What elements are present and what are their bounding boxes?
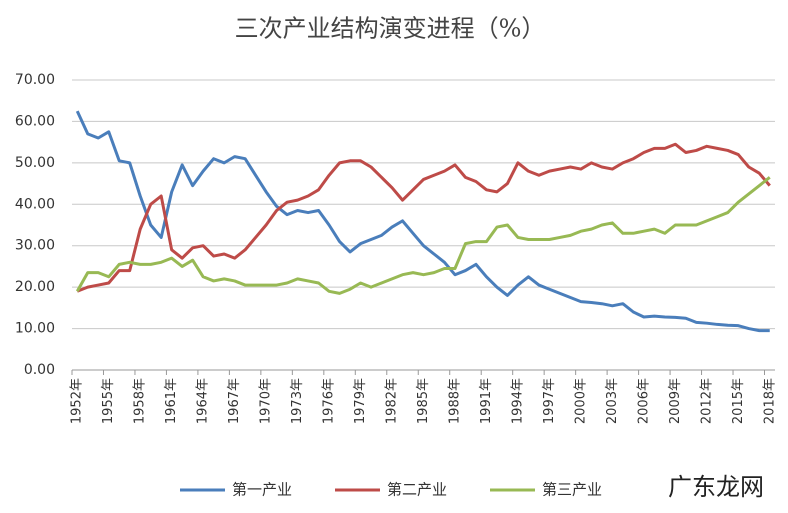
x-tick-label: 2009年 xyxy=(668,378,683,424)
x-tick-label: 1967年 xyxy=(227,378,242,424)
x-tick-label: 1976年 xyxy=(322,378,337,424)
x-tick-label: 1973年 xyxy=(290,378,305,424)
legend-label: 第三产业 xyxy=(542,481,602,499)
x-tick-label: 1952年 xyxy=(70,378,85,424)
x-tick-label: 1982年 xyxy=(385,378,400,424)
x-tick-label: 1955年 xyxy=(101,378,116,424)
series-line xyxy=(76,142,771,293)
y-tick-label: 10.00 xyxy=(15,321,55,337)
x-tick-label: 1964年 xyxy=(196,378,211,424)
y-tick-label: 0.00 xyxy=(24,362,55,378)
x-tick-label: 2015年 xyxy=(731,378,746,424)
y-tick-label: 30.00 xyxy=(15,238,55,254)
x-tick-label: 1988年 xyxy=(447,378,462,424)
y-tick-label: 40.00 xyxy=(15,196,55,212)
x-tick-label: 1994年 xyxy=(510,378,525,424)
watermark: 广东龙网 xyxy=(668,473,764,501)
y-tick-label: 20.00 xyxy=(15,279,55,295)
legend-label: 第二产业 xyxy=(387,481,447,499)
series-line xyxy=(75,110,770,333)
legend-label: 第一产业 xyxy=(232,481,292,499)
x-tick-label: 1985年 xyxy=(416,378,431,424)
x-tick-label: 1958年 xyxy=(133,378,148,424)
x-tick-label: 1979年 xyxy=(353,378,368,424)
series-line xyxy=(75,176,771,295)
y-tick-label: 60.00 xyxy=(15,113,55,129)
chart-title: 三次产业结构演变进程（%） xyxy=(235,15,546,43)
x-tick-label: 1961年 xyxy=(164,378,179,424)
x-tick-label: 2006年 xyxy=(636,378,651,424)
x-tick-label: 2012年 xyxy=(699,378,714,424)
x-tick-label: 1991年 xyxy=(479,378,494,424)
x-tick-label: 1997年 xyxy=(542,378,557,424)
x-tick-label: 2003年 xyxy=(605,378,620,424)
y-tick-label: 50.00 xyxy=(15,155,55,171)
x-tick-label: 2018年 xyxy=(762,378,777,424)
y-tick-label: 70.00 xyxy=(15,72,55,88)
x-tick-label: 2000年 xyxy=(573,378,588,424)
x-tick-label: 1970年 xyxy=(259,378,274,424)
watermark-box xyxy=(648,468,784,508)
